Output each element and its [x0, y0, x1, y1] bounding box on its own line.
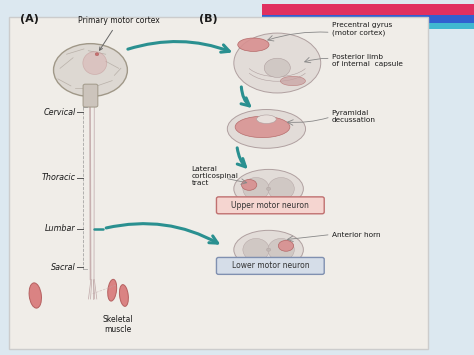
Text: Lateral
corticospinal
tract: Lateral corticospinal tract — [191, 166, 238, 186]
Text: Anterior horn: Anterior horn — [332, 231, 380, 237]
Text: Pyramidal
decussation: Pyramidal decussation — [332, 110, 375, 124]
FancyBboxPatch shape — [217, 257, 324, 274]
Text: Upper motor neuron: Upper motor neuron — [231, 201, 309, 210]
Ellipse shape — [235, 116, 290, 138]
Ellipse shape — [119, 285, 128, 306]
Ellipse shape — [243, 178, 269, 200]
Text: Skeletal
muscle: Skeletal muscle — [102, 315, 133, 334]
Text: Cervical: Cervical — [44, 108, 76, 117]
Ellipse shape — [238, 38, 269, 51]
Text: Lumbar: Lumbar — [45, 224, 76, 233]
Text: (A): (A) — [19, 14, 38, 24]
Ellipse shape — [108, 279, 117, 301]
Bar — [262, 23, 474, 29]
Ellipse shape — [256, 115, 276, 124]
Ellipse shape — [241, 180, 257, 190]
Text: Lower motor neuron: Lower motor neuron — [231, 261, 309, 271]
Ellipse shape — [264, 58, 290, 77]
FancyBboxPatch shape — [217, 197, 324, 214]
Ellipse shape — [83, 51, 107, 75]
Text: (B): (B) — [199, 14, 218, 24]
Ellipse shape — [29, 283, 42, 308]
Text: Sacral: Sacral — [51, 263, 76, 272]
Text: Posterior limb
of internal  capsule: Posterior limb of internal capsule — [332, 54, 402, 67]
Text: Thoracic: Thoracic — [42, 173, 76, 182]
Ellipse shape — [266, 248, 271, 251]
Text: Primary motor cortex: Primary motor cortex — [78, 16, 160, 50]
FancyBboxPatch shape — [83, 84, 98, 107]
Ellipse shape — [268, 178, 294, 200]
Ellipse shape — [54, 44, 128, 97]
Ellipse shape — [266, 187, 271, 190]
Bar — [262, 15, 474, 22]
Ellipse shape — [243, 239, 269, 261]
Ellipse shape — [228, 110, 306, 148]
Ellipse shape — [234, 33, 321, 93]
Ellipse shape — [234, 230, 303, 269]
Ellipse shape — [281, 76, 305, 86]
Ellipse shape — [234, 169, 303, 208]
Bar — [262, 4, 474, 15]
Ellipse shape — [95, 53, 99, 56]
Ellipse shape — [268, 239, 294, 261]
Text: Precentral gyrus
(motor cortex): Precentral gyrus (motor cortex) — [332, 22, 392, 36]
FancyBboxPatch shape — [9, 17, 428, 349]
Ellipse shape — [278, 240, 293, 251]
